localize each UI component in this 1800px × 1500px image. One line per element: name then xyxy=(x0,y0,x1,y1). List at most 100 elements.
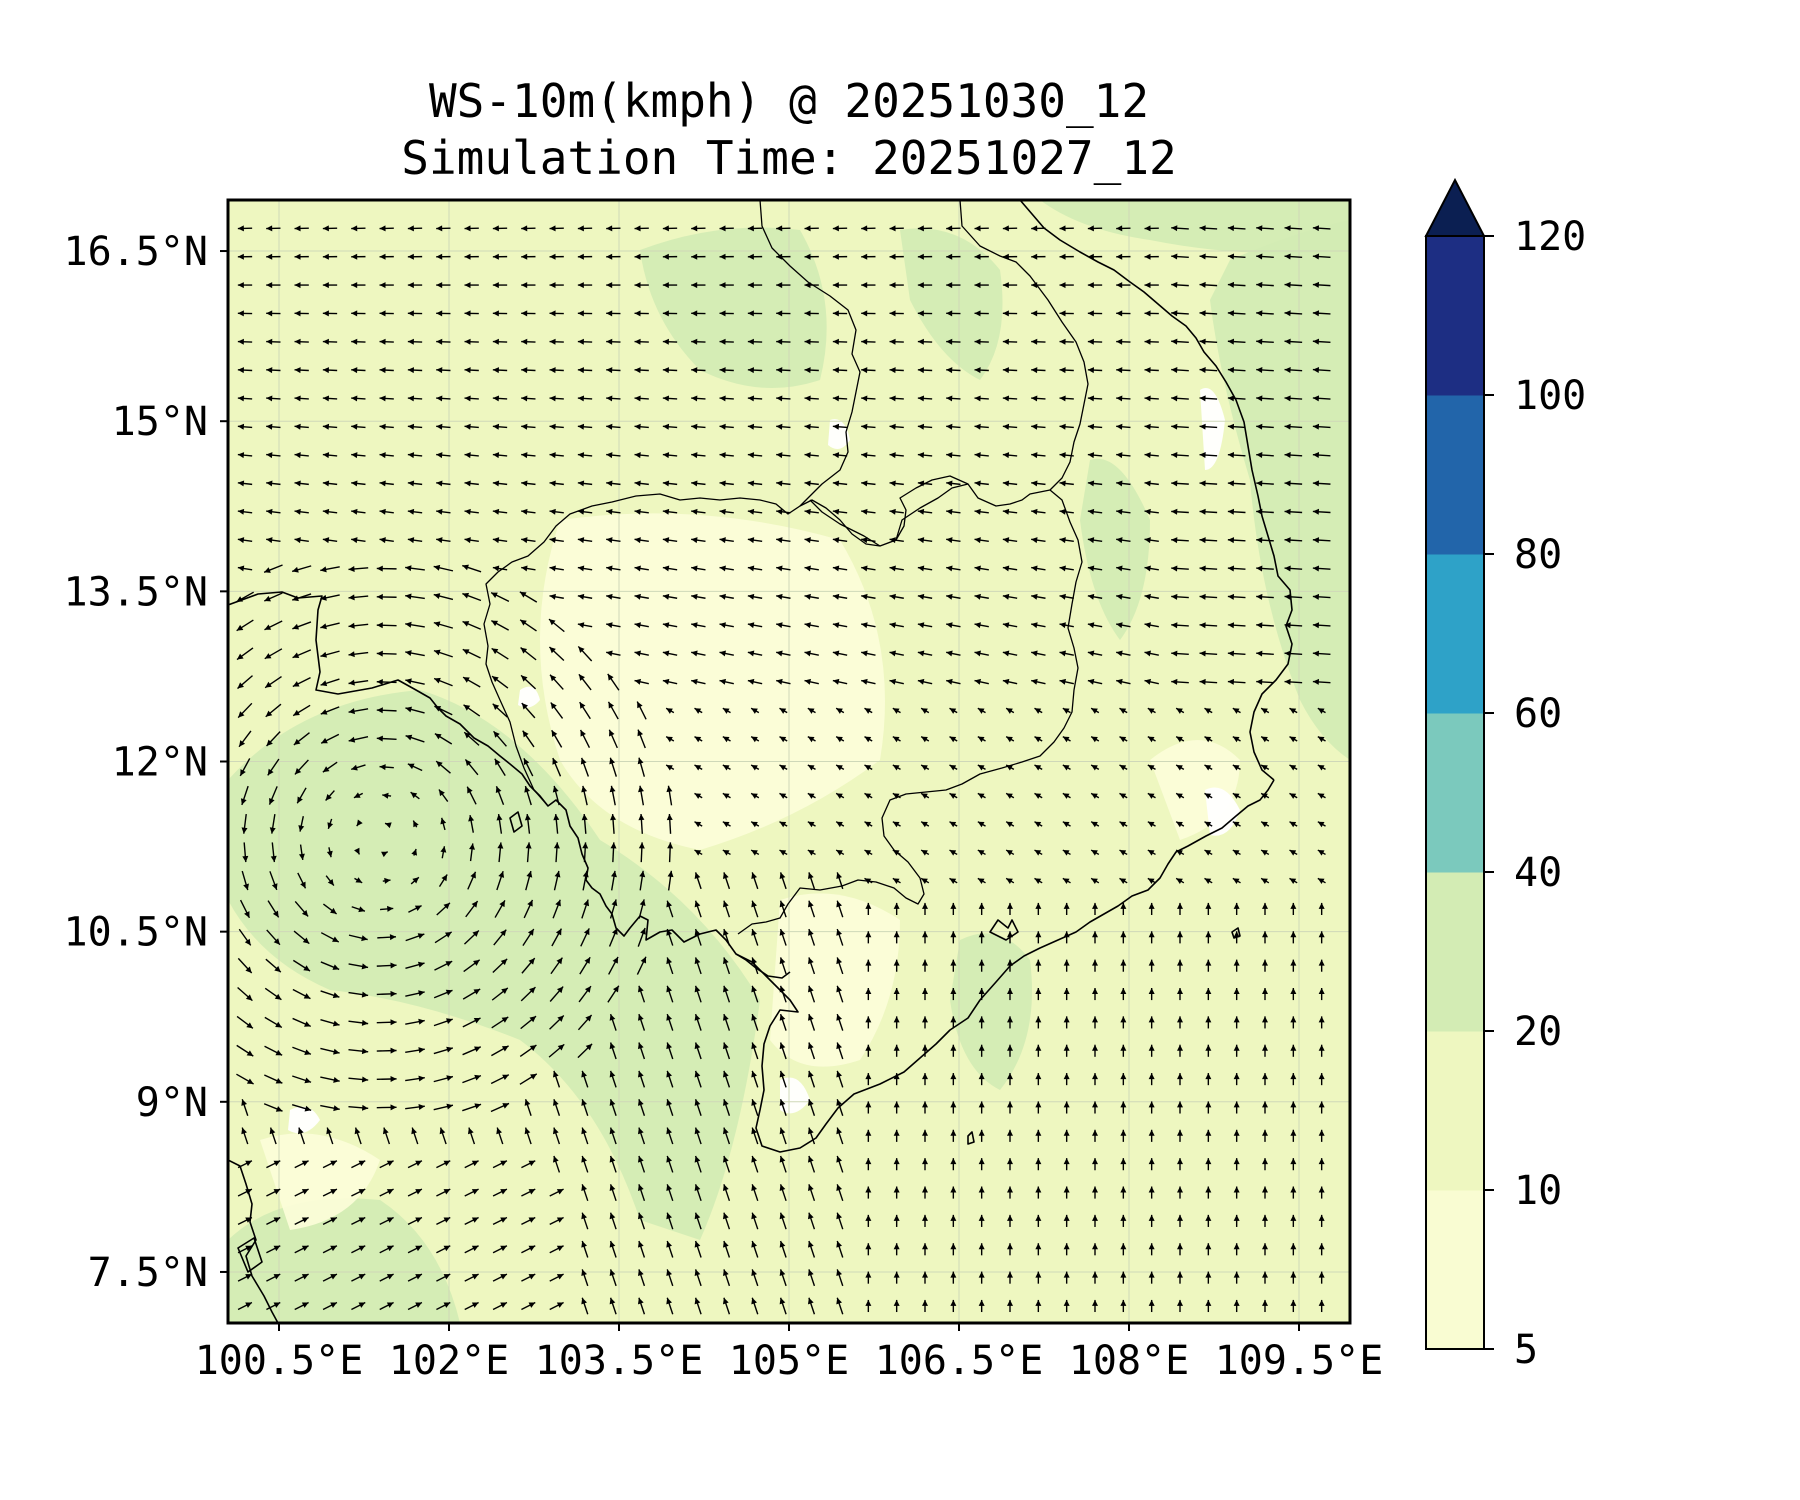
wind-arrow xyxy=(606,423,621,430)
wind-arrow xyxy=(268,786,278,805)
wind-arrow xyxy=(946,508,961,515)
wind-arrow xyxy=(637,1240,646,1258)
wind-arrow xyxy=(322,310,338,317)
wind-arrow xyxy=(1120,1044,1127,1057)
wind-arrow xyxy=(550,702,564,719)
wind-arrow xyxy=(889,480,904,487)
wind-arrow xyxy=(662,480,678,487)
wind-arrow xyxy=(662,423,678,430)
wind-arrow xyxy=(548,646,565,662)
wind-arrow xyxy=(1087,310,1103,317)
wind-arrow xyxy=(522,730,535,748)
wind-arrow xyxy=(462,1046,482,1056)
wind-arrow xyxy=(1199,281,1218,288)
wind-arrow xyxy=(523,899,534,919)
wind-arrow xyxy=(691,452,706,459)
wind-arrow xyxy=(1199,537,1218,544)
wind-arrow xyxy=(577,253,593,260)
wind-arrow xyxy=(1199,423,1218,430)
wind-arrow xyxy=(1233,1044,1240,1057)
wind-arrow xyxy=(1144,367,1159,374)
wind-arrow xyxy=(490,619,510,631)
wind-arrow xyxy=(1116,310,1131,317)
wind-arrow xyxy=(1119,707,1128,714)
wind-arrow xyxy=(694,985,702,1003)
wind-arrow xyxy=(266,508,281,515)
wind-arrow xyxy=(1087,367,1103,374)
wind-arrow xyxy=(1233,902,1240,916)
wind-arrow xyxy=(1317,764,1326,771)
wind-arrow xyxy=(779,1042,787,1060)
wind-arrow xyxy=(636,701,647,720)
wind-arrow xyxy=(1171,650,1189,657)
wind-arrow xyxy=(779,764,788,771)
wind-arrow xyxy=(1290,1186,1297,1199)
wind-arrow xyxy=(492,958,508,974)
wind-arrow xyxy=(607,701,619,720)
wind-arrow xyxy=(1035,1186,1042,1199)
wind-arrow xyxy=(552,1099,561,1116)
wind-arrow xyxy=(322,423,338,430)
wind-arrow xyxy=(807,821,816,828)
wind-arrow xyxy=(464,1216,479,1226)
wind-arrow xyxy=(779,1297,787,1315)
wind-arrow xyxy=(832,565,848,572)
wind-arrow xyxy=(521,537,536,544)
wind-arrow xyxy=(464,253,479,260)
colorbar-segment xyxy=(1426,554,1484,714)
wind-arrow xyxy=(1059,367,1074,374)
wind-arrow xyxy=(1148,902,1155,916)
wind-arrow xyxy=(294,537,309,544)
wind-arrow xyxy=(320,678,340,687)
wind-arrow xyxy=(807,1127,816,1145)
wind-arrow xyxy=(1284,281,1303,288)
wind-arrow xyxy=(832,282,848,289)
wind-arrow xyxy=(1233,1016,1240,1029)
wind-arrow xyxy=(408,905,422,913)
wind-arrow xyxy=(467,1127,476,1145)
wind-arrow xyxy=(348,1104,369,1111)
wind-arrow xyxy=(835,764,845,771)
wind-arrow xyxy=(379,225,394,232)
wind-arrow xyxy=(1317,736,1326,743)
wind-arrow xyxy=(1147,736,1156,743)
wind-arrow xyxy=(606,310,621,317)
wind-arrow xyxy=(382,877,391,884)
wind-arrow xyxy=(1205,1073,1212,1086)
wind-arrow xyxy=(322,1160,338,1169)
wind-arrow xyxy=(637,1042,646,1060)
wind-arrow xyxy=(950,902,957,916)
wind-arrow xyxy=(435,760,451,774)
wind-arrow xyxy=(719,423,734,430)
wind-arrow xyxy=(804,508,819,515)
wind-arrow xyxy=(1204,764,1213,771)
wind-arrow xyxy=(433,1075,454,1083)
wind-arrow xyxy=(1092,1271,1098,1284)
wind-arrow xyxy=(1116,452,1131,459)
wind-arrow xyxy=(519,1044,537,1058)
wind-arrow xyxy=(1199,678,1218,685)
wind-arrow xyxy=(379,537,394,544)
wind-arrow xyxy=(1002,622,1018,629)
wind-arrow xyxy=(462,1074,482,1084)
wind-arrow xyxy=(462,676,481,688)
wind-arrow xyxy=(348,934,368,942)
y-tick-label: 10.5°N xyxy=(64,910,209,956)
wind-arrow xyxy=(922,1101,928,1114)
x-tick-label: 105°E xyxy=(729,1338,849,1384)
wind-arrow xyxy=(950,1158,957,1171)
wind-arrow xyxy=(581,1155,589,1173)
wind-arrow xyxy=(1031,565,1046,572)
wind-arrow xyxy=(637,927,646,947)
wind-arrow xyxy=(779,1127,787,1145)
wind-arrow xyxy=(666,1099,674,1116)
wind-arrow xyxy=(381,851,389,858)
wind-arrow xyxy=(521,452,536,459)
wind-arrow xyxy=(1262,1101,1268,1114)
wind-arrow xyxy=(440,817,447,831)
wind-arrow xyxy=(694,1070,702,1088)
wind-arrow xyxy=(549,565,564,572)
wind-arrow xyxy=(950,1186,957,1199)
wind-arrow xyxy=(264,675,282,689)
wind-arrow xyxy=(722,849,731,856)
